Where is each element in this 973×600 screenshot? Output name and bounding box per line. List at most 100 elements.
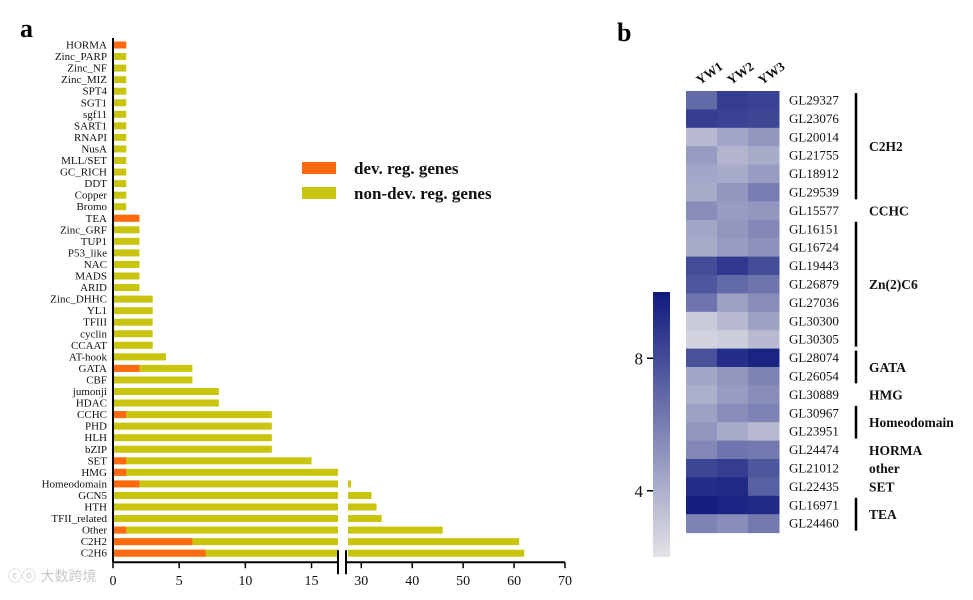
heatmap-cell <box>717 91 749 110</box>
row-label: GL16724 <box>789 240 839 255</box>
bar-nondev <box>113 307 153 315</box>
row-label: GL29539 <box>789 185 839 200</box>
heatmap-cell <box>717 164 749 184</box>
heatmap-cell <box>717 348 749 368</box>
bar-nondev <box>113 445 272 453</box>
heatmap-cell <box>717 238 749 258</box>
heatmap-cell <box>686 183 718 202</box>
row-label: GL24474 <box>789 442 839 457</box>
row-label: GL26879 <box>789 277 839 292</box>
heatmap-cell <box>686 146 718 166</box>
heatmap-cell <box>686 477 718 497</box>
legend-swatch <box>302 162 336 174</box>
bar-nondev <box>113 191 127 199</box>
heatmap-cell <box>717 459 749 478</box>
bar-dev <box>113 411 127 419</box>
x-tick-label: 60 <box>507 574 521 589</box>
row-label: GL19443 <box>789 258 839 273</box>
category-label: cyclin <box>80 328 107 340</box>
heatmap-cell <box>717 330 749 350</box>
bar-nondev <box>348 491 372 499</box>
heatmap-cell <box>686 219 718 239</box>
heatmap-cell <box>748 238 780 258</box>
bar-nondev <box>348 480 352 488</box>
bar-nondev <box>348 526 443 534</box>
legend-swatch <box>302 187 336 199</box>
category-label: MADS <box>75 271 107 283</box>
category-label: bZIP <box>85 444 107 456</box>
bar-nondev <box>113 122 127 130</box>
category-label: Other <box>82 525 107 537</box>
category-label: ARID <box>80 282 107 294</box>
heatmap-cell <box>717 403 749 423</box>
bar-dev <box>113 214 140 222</box>
bar-dev <box>113 526 127 534</box>
column-label: YW1 <box>693 59 725 88</box>
category-label: HMG <box>81 467 107 479</box>
colorbar <box>653 292 670 557</box>
heatmap-cell <box>717 440 749 460</box>
bar-nondev <box>113 226 140 234</box>
heatmap-cell <box>717 146 749 166</box>
panel-a-label: a <box>20 14 33 43</box>
x-tick-label: 50 <box>456 574 470 589</box>
heatmap-cell <box>748 440 780 460</box>
x-tick-label: 40 <box>405 574 419 589</box>
category-label: Zinc_DHHC <box>50 294 107 306</box>
heatmap-cell <box>748 385 780 405</box>
row-label: GL30305 <box>789 332 839 347</box>
bar-nondev <box>113 399 219 407</box>
heatmap-cell <box>748 219 780 239</box>
row-label: GL23951 <box>789 424 839 439</box>
group-label: C2H2 <box>869 139 903 154</box>
heatmap-cell <box>748 367 780 386</box>
group-label: HMG <box>869 388 903 403</box>
row-label: GL22435 <box>789 479 839 494</box>
bar-dev <box>113 480 140 488</box>
category-label: Zinc_GRF <box>60 224 107 236</box>
heatmap-cell <box>748 495 780 515</box>
bar-nondev <box>113 295 153 303</box>
bar-nondev <box>113 110 127 118</box>
category-label: DDT <box>84 178 107 190</box>
category-label: GC_RICH <box>60 167 107 179</box>
category-label: HDAC <box>76 398 107 410</box>
row-label: GL30967 <box>789 405 839 420</box>
bar-nondev <box>113 145 127 153</box>
category-label: CCAAT <box>71 340 107 352</box>
category-label: PHD <box>85 421 107 433</box>
heatmap-cell <box>748 330 780 350</box>
bar-nondev <box>113 318 153 326</box>
heatmap-cell <box>717 275 749 294</box>
heatmap-cell <box>748 256 780 276</box>
heatmap-cell <box>748 293 780 313</box>
bar-nondev <box>113 434 272 442</box>
row-label: GL16971 <box>789 497 839 512</box>
category-label: SPT4 <box>83 86 108 98</box>
category-label: Zinc_PARP <box>55 51 107 63</box>
bar-nondev <box>348 549 525 557</box>
heatmap-cell <box>717 183 749 202</box>
heatmap-cell <box>717 514 749 534</box>
heatmap-cell <box>686 91 718 110</box>
category-label: GATA <box>79 363 108 375</box>
row-label: GL23076 <box>789 111 839 126</box>
row-label: GL16151 <box>789 221 839 236</box>
category-label: TFII_related <box>51 513 107 525</box>
colorbar-tick-label: 8 <box>635 349 644 368</box>
bar-dev <box>113 364 140 372</box>
heatmap-cell <box>717 367 749 386</box>
category-label: GCN5 <box>78 490 107 502</box>
bar-nondev <box>113 457 312 465</box>
heatmap-cell <box>717 219 749 239</box>
group-label: other <box>869 461 900 476</box>
category-label: TFIII <box>83 317 107 329</box>
category-label: Copper <box>75 190 108 202</box>
group-label: CCHC <box>869 204 909 219</box>
bar-nondev <box>113 76 127 84</box>
heatmap-cell <box>748 109 780 129</box>
category-label: Zinc_NF <box>67 63 107 75</box>
heatmap-cell <box>717 495 749 515</box>
panel-b-label: b <box>617 18 632 47</box>
bar-nondev <box>113 503 338 511</box>
